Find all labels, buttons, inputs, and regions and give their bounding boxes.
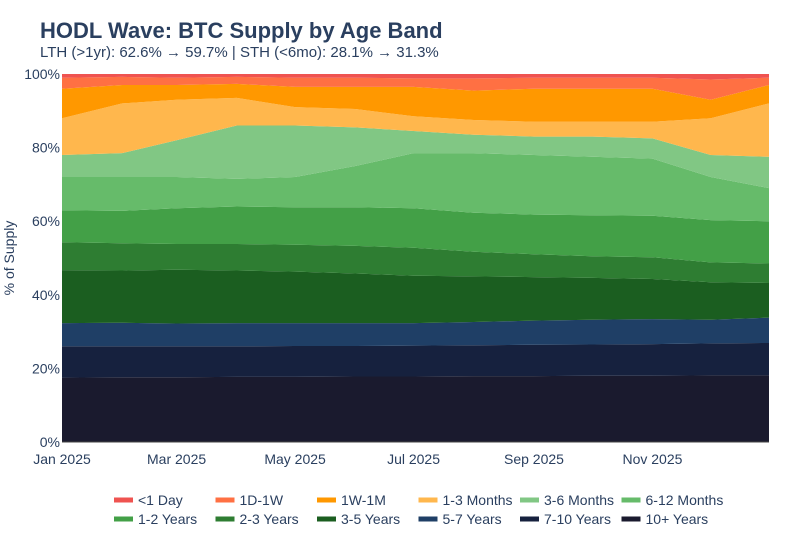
legend-swatch (317, 516, 336, 522)
x-tick-label: May 2025 (264, 451, 326, 467)
legend-swatch (114, 516, 133, 522)
area-1-2-years (62, 206, 769, 264)
legend-swatch (520, 497, 539, 503)
y-tick-label: 60% (32, 213, 60, 229)
legend-swatch (215, 497, 235, 503)
legend-label: 7-10 Years (544, 511, 611, 527)
legend-item-2-3-years[interactable]: 2-3 Years (215, 511, 299, 527)
area-3-6-months (62, 125, 769, 189)
legend-label: 5-7 Years (443, 511, 502, 527)
area-layers (62, 74, 769, 443)
legend-label: <1 Day (138, 492, 183, 508)
area-1-3-months (62, 97, 769, 157)
area-2-3-years (62, 242, 769, 283)
legend-label: 10+ Years (646, 511, 709, 527)
x-tick-label: Nov 2025 (622, 451, 682, 467)
legend-swatch (520, 516, 539, 522)
legend-swatch (317, 497, 336, 503)
x-tick-label: Mar 2025 (147, 451, 206, 467)
legend-label: 1-2 Years (138, 511, 197, 527)
legend-label: 2-3 Years (240, 511, 299, 527)
legend-swatch (114, 497, 133, 503)
y-tick-label: 40% (32, 287, 60, 303)
legend-item-1w-1m[interactable]: 1W-1M (317, 492, 386, 508)
area-6-12-months (62, 153, 769, 222)
area-10-years (62, 375, 769, 442)
area-3-5-years (62, 269, 769, 324)
area-1d-1w (62, 76, 769, 100)
legend-label: 1D-1W (240, 492, 284, 508)
area-5-7-years (62, 317, 769, 347)
legend-item-3-6-months[interactable]: 3-6 Months (520, 492, 614, 508)
chart-subtitle: LTH (>1yr): 62.6% → 59.7% | STH (<6mo): … (40, 44, 439, 61)
legend-label: 6-12 Months (646, 492, 724, 508)
legend-item-5-7-years[interactable]: 5-7 Years (418, 511, 502, 527)
area-1-day (62, 74, 769, 80)
y-tick-label: 80% (32, 140, 60, 156)
y-axis-ticks: 0% 20% 40% 60% 80% 100% (24, 66, 60, 450)
legend-swatch (621, 516, 641, 522)
chart-title: HODL Wave: BTC Supply by Age Band (40, 18, 443, 43)
legend-item-1d-1w[interactable]: 1D-1W (215, 492, 284, 508)
legend: <1 Day 1D-1W 1W-1M 1-3 Months 3-6 Months 6-12… (114, 492, 723, 527)
x-tick-label: Sep 2025 (504, 451, 564, 467)
legend-swatch (418, 516, 438, 522)
legend-label: 1-3 Months (443, 492, 513, 508)
legend-item-6-12-months[interactable]: 6-12 Months (621, 492, 724, 508)
x-axis-ticks: Jan 2025 Mar 2025 May 2025 Jul 2025 Sep 2025… (33, 451, 682, 467)
legend-label: 1W-1M (341, 492, 386, 508)
y-tick-label: 0% (40, 434, 60, 450)
y-tick-label: 100% (24, 66, 60, 82)
y-axis-label: % of Supply (1, 221, 17, 296)
legend-swatch (418, 497, 438, 503)
legend-item-3-5-years[interactable]: 3-5 Years (317, 511, 400, 527)
legend-label: 3-5 Years (341, 511, 400, 527)
legend-label: 3-6 Months (544, 492, 614, 508)
area-1w-1m (62, 83, 769, 122)
x-tick-label: Jul 2025 (387, 451, 440, 467)
y-tick-label: 20% (32, 360, 60, 376)
legend-item-1-day[interactable]: <1 Day (114, 492, 183, 508)
legend-item-10-years[interactable]: 10+ Years (621, 511, 709, 527)
legend-item-7-10-years[interactable]: 7-10 Years (520, 511, 611, 527)
x-tick-label: Jan 2025 (33, 451, 91, 467)
legend-swatch (621, 497, 641, 503)
legend-item-1-2-years[interactable]: 1-2 Years (114, 511, 197, 527)
legend-item-1-3-months[interactable]: 1-3 Months (418, 492, 513, 508)
area-7-10-years (62, 343, 769, 378)
legend-swatch (215, 516, 235, 522)
